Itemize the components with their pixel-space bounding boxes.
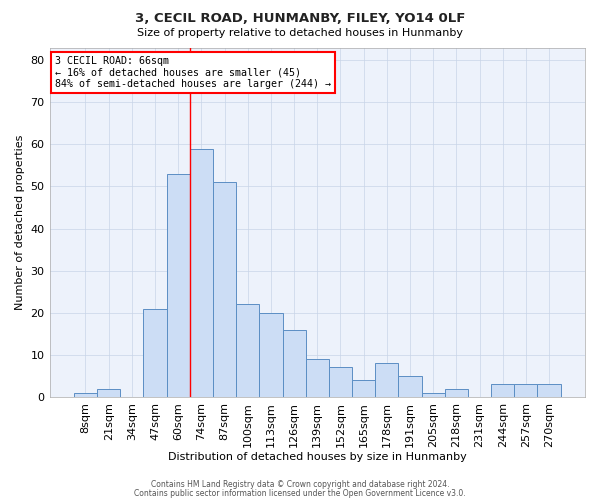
Bar xyxy=(143,308,167,397)
Bar xyxy=(422,392,445,397)
Text: 3 CECIL ROAD: 66sqm
← 16% of detached houses are smaller (45)
84% of semi-detach: 3 CECIL ROAD: 66sqm ← 16% of detached ho… xyxy=(55,56,331,90)
Bar xyxy=(305,359,329,397)
Bar xyxy=(236,304,259,397)
Bar xyxy=(213,182,236,397)
Bar xyxy=(398,376,422,397)
Bar xyxy=(74,392,97,397)
Bar xyxy=(97,388,120,397)
Bar xyxy=(514,384,538,397)
Text: 3, CECIL ROAD, HUNMANBY, FILEY, YO14 0LF: 3, CECIL ROAD, HUNMANBY, FILEY, YO14 0LF xyxy=(135,12,465,26)
Bar xyxy=(167,174,190,397)
X-axis label: Distribution of detached houses by size in Hunmanby: Distribution of detached houses by size … xyxy=(168,452,467,462)
Bar xyxy=(491,384,514,397)
Bar xyxy=(190,148,213,397)
Y-axis label: Number of detached properties: Number of detached properties xyxy=(15,134,25,310)
Bar xyxy=(352,380,375,397)
Bar xyxy=(283,330,305,397)
Bar xyxy=(259,313,283,397)
Text: Size of property relative to detached houses in Hunmanby: Size of property relative to detached ho… xyxy=(137,28,463,38)
Bar xyxy=(445,388,468,397)
Text: Contains public sector information licensed under the Open Government Licence v3: Contains public sector information licen… xyxy=(134,488,466,498)
Bar xyxy=(375,364,398,397)
Text: Contains HM Land Registry data © Crown copyright and database right 2024.: Contains HM Land Registry data © Crown c… xyxy=(151,480,449,489)
Bar xyxy=(329,368,352,397)
Bar xyxy=(538,384,560,397)
